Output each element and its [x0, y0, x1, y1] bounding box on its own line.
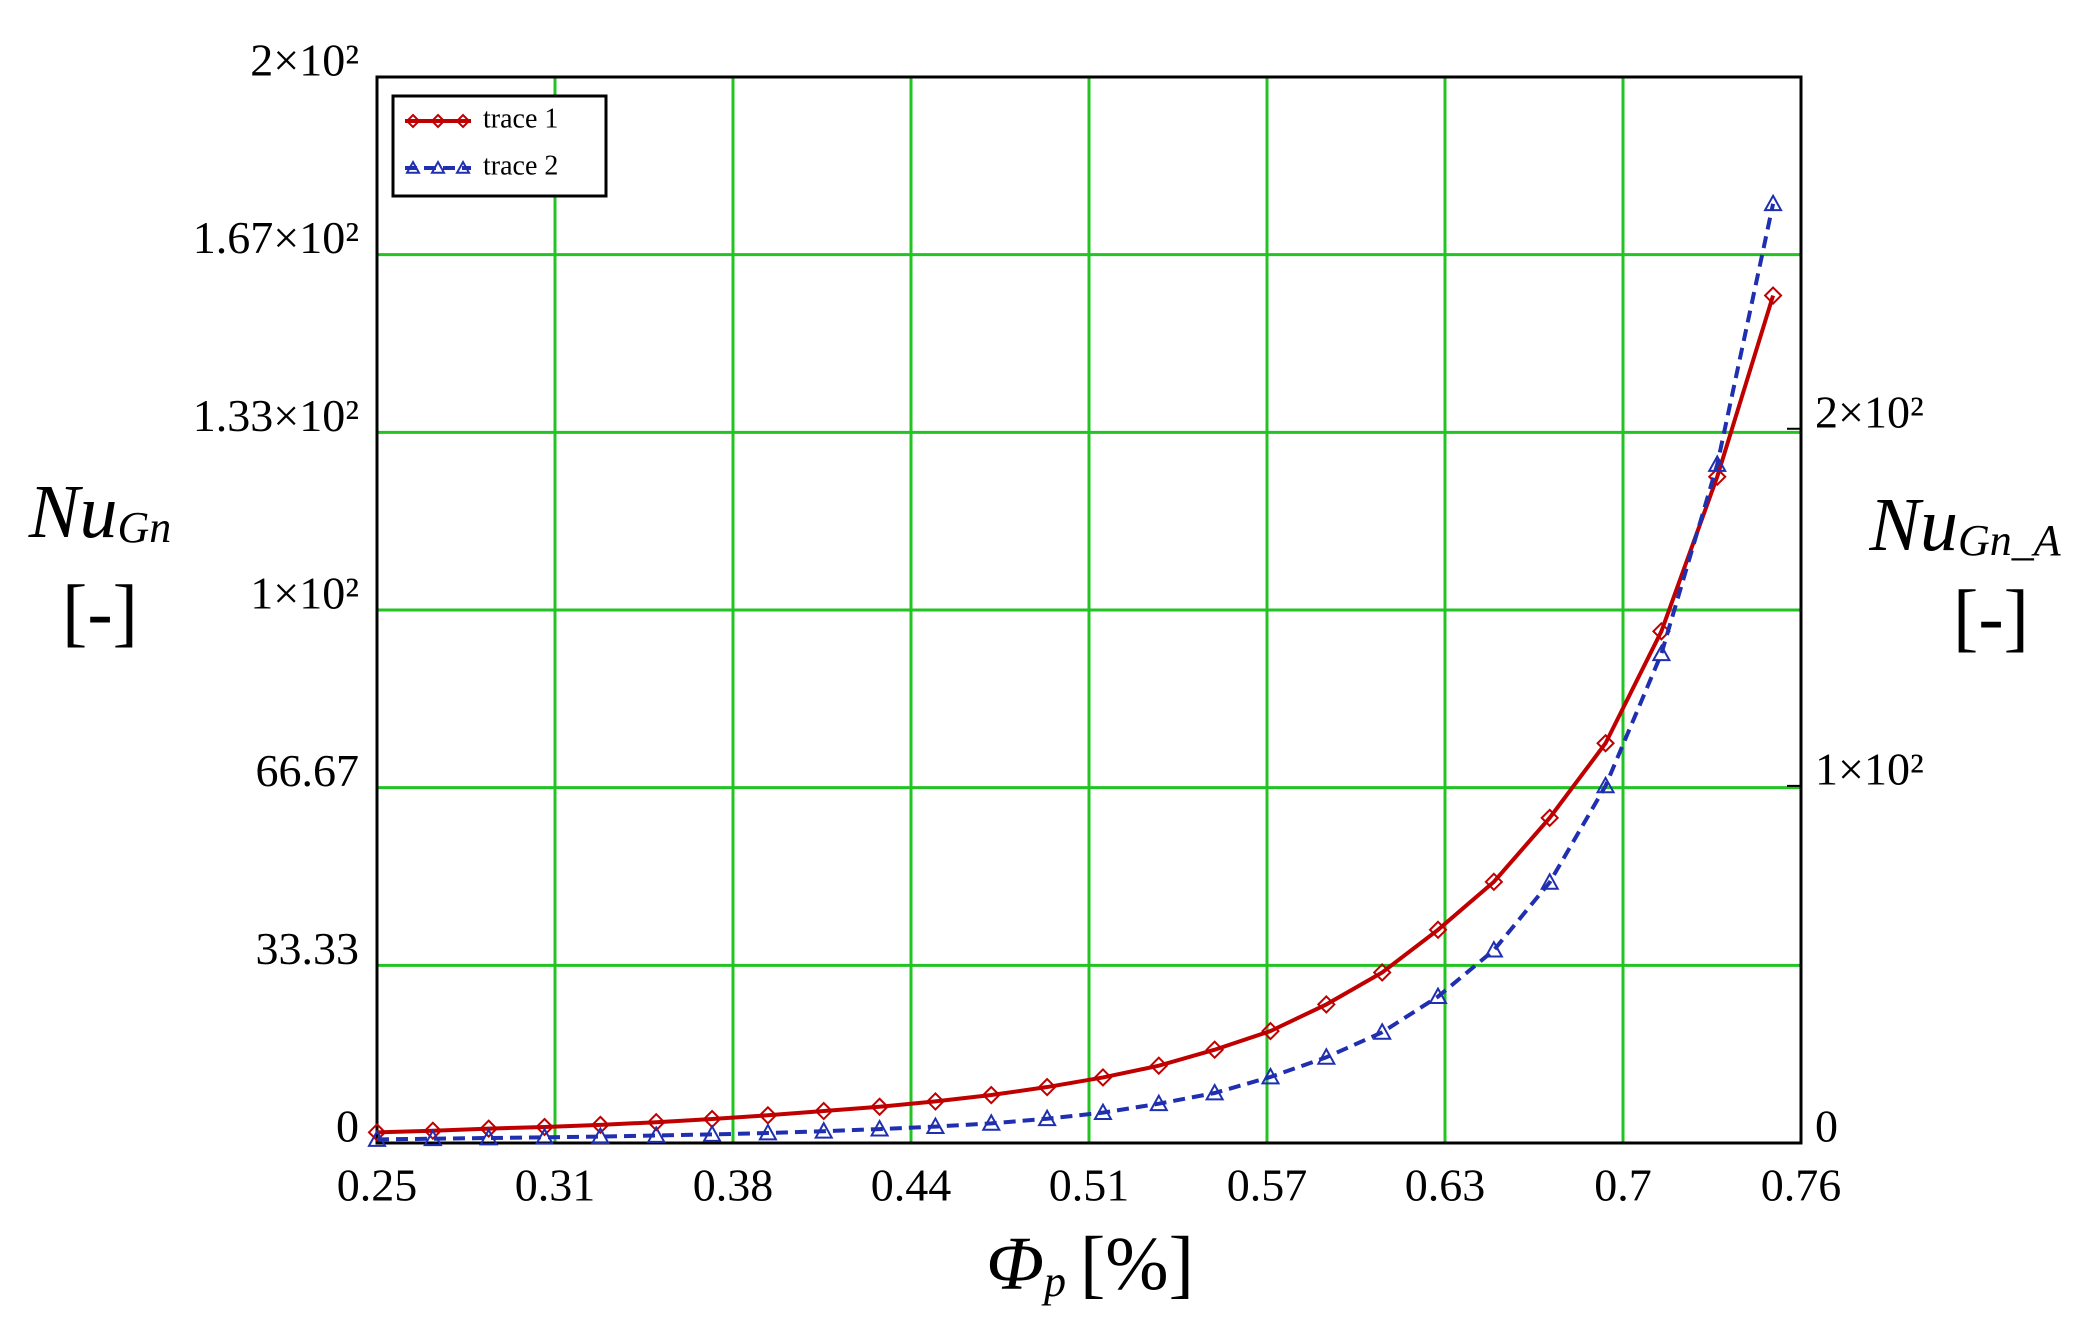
- point-marker: [367, 1129, 387, 1147]
- point-marker: [1261, 1021, 1280, 1041]
- x-tick-label: 0.51: [1049, 1160, 1130, 1211]
- x-tick-label: 0.63: [1405, 1160, 1486, 1211]
- point-marker: [981, 1085, 1001, 1105]
- point-marker: [1372, 963, 1392, 982]
- point-marker: [925, 1116, 946, 1134]
- y-tick-label: 2×10²: [250, 35, 359, 86]
- legend-marker: [430, 113, 446, 129]
- x-tick-label: 0.25: [337, 1160, 418, 1211]
- point-marker: [1763, 286, 1783, 305]
- y2-tick-label: 0: [1815, 1101, 1838, 1152]
- point-marker: [1484, 872, 1504, 892]
- y2-tick-label: 1×10²: [1815, 743, 1924, 794]
- point-marker: [590, 1126, 611, 1144]
- point-marker: [814, 1101, 834, 1121]
- x-label: Φ: [986, 1222, 1044, 1306]
- y-tick-label: 33.33: [256, 923, 360, 974]
- point-marker: [1316, 1047, 1337, 1065]
- legend-box: [391, 94, 608, 198]
- point-marker: [535, 1117, 554, 1137]
- legend-marker: [455, 113, 471, 129]
- x-unit: [%]: [1080, 1222, 1194, 1306]
- legend-label: trace 2: [483, 150, 558, 181]
- legend-marker: [405, 159, 421, 174]
- point-marker: [479, 1119, 499, 1139]
- point-marker: [1707, 454, 1727, 472]
- x-tick-label: 0.38: [693, 1160, 774, 1211]
- point-marker: [1763, 193, 1783, 212]
- point-marker: [1037, 1077, 1057, 1097]
- y2-tick-label: 2×10²: [1815, 386, 1924, 437]
- legend-marker: [430, 159, 446, 174]
- point-marker: [1428, 986, 1448, 1004]
- plot-frame: [375, 75, 1803, 1145]
- point-marker: [1540, 872, 1560, 890]
- point-marker: [870, 1097, 890, 1117]
- point-marker: [926, 1092, 945, 1111]
- y2-label: Nu: [1868, 483, 1958, 567]
- point-marker: [1596, 733, 1615, 753]
- point-marker: [1651, 643, 1672, 662]
- y2-axis-unit: [-]: [1953, 575, 2029, 659]
- x-tick-label: 0.31: [515, 1160, 596, 1211]
- point-marker: [1428, 920, 1448, 940]
- point-marker: [814, 1121, 834, 1139]
- point-marker: [423, 1121, 443, 1141]
- series-line: [376, 294, 1775, 1135]
- x-tick-label: 0.7: [1594, 1160, 1652, 1211]
- y2-axis-title: NuGn_A: [1868, 483, 2061, 567]
- point-marker: [367, 1122, 387, 1142]
- legend-marker: [455, 159, 471, 174]
- point-marker: [1316, 995, 1336, 1014]
- y-axis-unit: [-]: [62, 570, 138, 654]
- legend-marker: [405, 113, 421, 129]
- point-marker: [1093, 1102, 1113, 1121]
- y-tick-label: 1×10²: [250, 568, 359, 619]
- y-tick-label: 1.67×10²: [193, 212, 359, 263]
- point-marker: [1037, 1108, 1057, 1127]
- point-marker: [1204, 1082, 1225, 1101]
- point-marker: [702, 1124, 722, 1142]
- point-marker: [981, 1113, 1001, 1131]
- point-marker: [1595, 775, 1616, 794]
- point-marker: [1149, 1093, 1169, 1112]
- point-marker: [1149, 1056, 1169, 1076]
- y-tick-label: 0: [336, 1101, 359, 1152]
- point-marker: [869, 1119, 890, 1137]
- y-tick-label: 66.67: [256, 745, 360, 796]
- x-tick-label: 0.44: [871, 1160, 952, 1211]
- point-marker: [758, 1122, 778, 1141]
- x-tick-label: 0.57: [1227, 1160, 1308, 1211]
- y-label: Nu: [28, 470, 118, 554]
- series-line: [376, 203, 1776, 1142]
- point-marker: [1205, 1040, 1225, 1060]
- x-label-sub: p: [1041, 1257, 1066, 1306]
- x-tick-label: 0.76: [1761, 1160, 1842, 1211]
- point-marker: [1260, 1066, 1281, 1085]
- point-marker: [590, 1115, 610, 1135]
- y-label-sub: Gn: [117, 503, 171, 552]
- point-marker: [1372, 1022, 1392, 1040]
- y-axis-title: NuGn: [28, 470, 171, 554]
- point-marker: [1484, 940, 1504, 958]
- point-marker: [646, 1125, 666, 1143]
- point-marker: [423, 1128, 443, 1147]
- x-axis-title: Φp [%]: [986, 1222, 1194, 1306]
- point-marker: [1093, 1068, 1113, 1087]
- point-marker: [534, 1127, 555, 1145]
- point-marker: [1540, 808, 1560, 828]
- y2-label-sub: Gn_A: [1958, 516, 2062, 565]
- point-marker: [646, 1112, 666, 1132]
- point-marker: [1707, 467, 1727, 487]
- y-tick-label: 1.33×10²: [193, 390, 359, 441]
- point-marker: [478, 1127, 499, 1146]
- legend-label: trace 1: [483, 103, 558, 134]
